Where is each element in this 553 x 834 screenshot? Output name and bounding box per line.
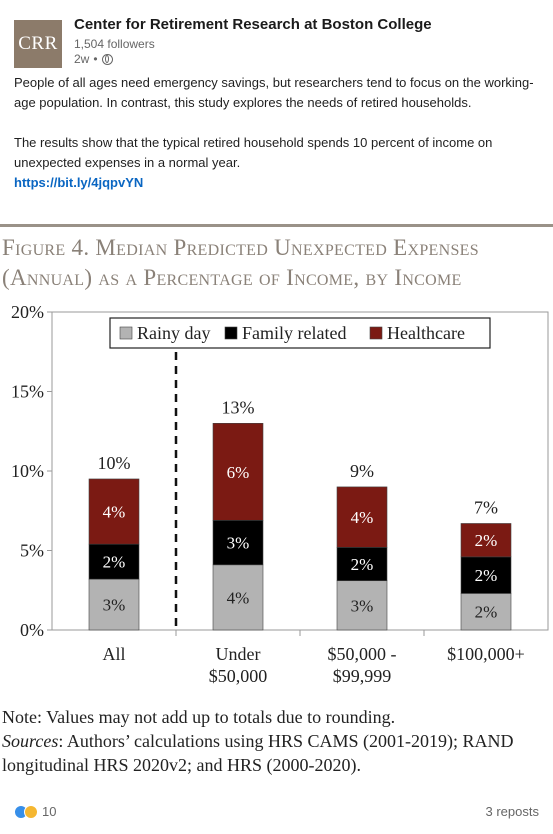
bar-value-label: 3% — [227, 534, 250, 553]
x-category-label: $100,000+ — [447, 644, 525, 664]
bar-value-label: 2% — [351, 555, 374, 574]
post-link[interactable]: https://bit.ly/4jqpvYN — [14, 175, 144, 190]
bar-segment-rainy-day — [460, 593, 512, 631]
figure-top-rule — [0, 224, 553, 227]
bar-value-label: 4% — [103, 503, 126, 522]
x-category-label: $99,999 — [333, 666, 392, 686]
x-category-label: Under — [216, 644, 261, 664]
legend-label: Family related — [242, 323, 346, 343]
bar-value-label: 6% — [227, 463, 250, 482]
bar-total-label: 7% — [474, 497, 498, 517]
post-paragraph-1: People of all ages need emergency saving… — [14, 75, 534, 110]
post-paragraph-2: The results show that the typical retire… — [14, 135, 493, 170]
bar-value-label: 2% — [475, 566, 498, 585]
bar-segment-family-related — [460, 556, 512, 594]
figure-note-text: Note: Values may not add up to totals du… — [2, 707, 396, 727]
bar-segment-healthcare — [88, 478, 140, 545]
post-footer: 10 3 reposts — [14, 802, 539, 826]
legend-box — [109, 317, 491, 349]
bar-value-label: 2% — [475, 603, 498, 622]
y-tick-label: 15% — [11, 382, 44, 402]
bar-segment-rainy-day — [88, 578, 140, 631]
company-name-link[interactable]: Center for Retirement Research at Boston… — [74, 16, 432, 33]
y-tick-label: 10% — [11, 461, 44, 481]
globe-icon — [101, 53, 113, 65]
post-header: CRR Center for Retirement Research at Bo… — [14, 12, 544, 68]
post-body: People of all ages need emergency saving… — [14, 73, 539, 193]
legend-swatch — [119, 326, 133, 340]
bar-segment-rainy-day — [336, 580, 388, 631]
legend-swatch — [369, 326, 383, 340]
x-category-label: $50,000 - — [328, 644, 397, 664]
bar-segment-healthcare — [336, 486, 388, 548]
x-category-label: All — [102, 644, 125, 664]
bar-total-label: 10% — [98, 453, 131, 473]
figure-chart[interactable]: 0%5%10%15%20%3%2%4%10%All4%3%6%13%Under$… — [0, 300, 553, 700]
bar-total-label: 9% — [350, 461, 374, 481]
reactions-summary[interactable]: 10 — [14, 804, 56, 819]
company-logo[interactable]: CRR — [14, 20, 62, 68]
figure-sources: Sources: Authors’ calculations using HRS… — [2, 729, 551, 777]
reaction-count: 10 — [42, 804, 57, 819]
meta-separator: • — [93, 52, 98, 66]
y-tick-label: 0% — [20, 620, 44, 640]
figure-title: Figure 4. Median Predicted Unexpected Ex… — [2, 235, 479, 290]
bar-total-label: 13% — [222, 397, 255, 417]
bar-segment-healthcare — [460, 523, 512, 558]
bar-value-label: 4% — [227, 588, 250, 607]
sources-label: Sources — [2, 731, 59, 751]
bar-value-label: 3% — [351, 596, 374, 615]
follower-count: 1,504 followers — [74, 37, 155, 51]
legend-label: Healthcare — [387, 323, 465, 343]
post-meta: 2w • — [74, 52, 113, 66]
reposts-count[interactable]: 3 reposts — [485, 804, 539, 819]
post-time: 2w — [74, 52, 90, 66]
bar-value-label: 2% — [103, 553, 126, 572]
legend-swatch — [224, 326, 238, 340]
sources-text: : Authors’ calculations using HRS CAMS (… — [2, 731, 514, 775]
bar-value-label: 2% — [475, 531, 498, 550]
bar-segment-healthcare — [212, 423, 264, 521]
figure-note: Note: Values may not add up to totals du… — [2, 705, 551, 777]
celebrate-reaction-icon — [24, 804, 38, 819]
bar-value-label: 4% — [351, 508, 374, 527]
x-category-label: $50,000 — [209, 666, 268, 686]
bar-value-label: 3% — [103, 596, 126, 615]
y-tick-label: 5% — [20, 541, 44, 561]
bar-segment-family-related — [336, 547, 388, 582]
y-tick-label: 20% — [11, 302, 44, 322]
legend-label: Rainy day — [137, 323, 211, 343]
